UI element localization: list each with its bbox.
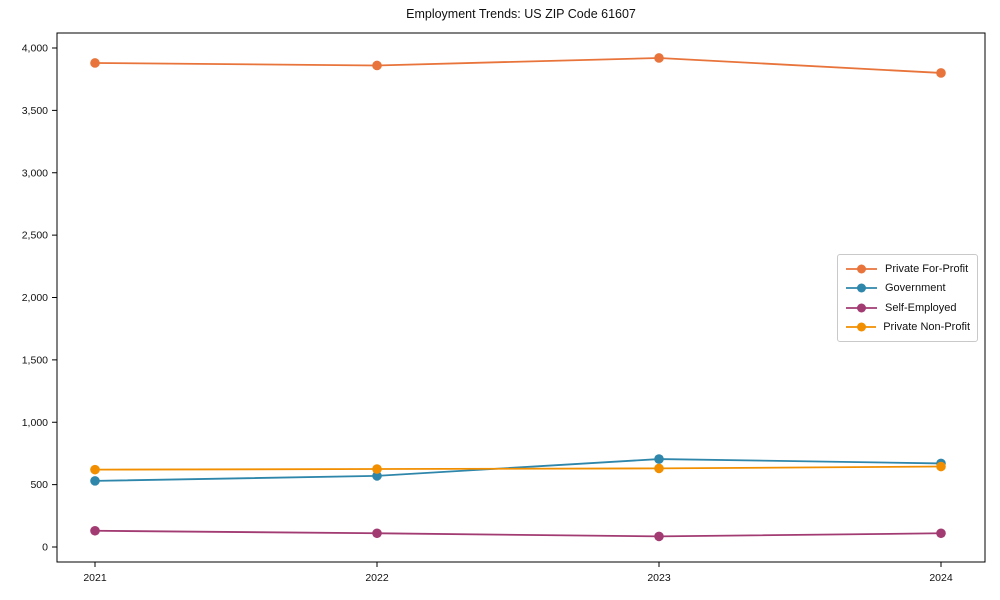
y-axis-tick-label: 0 xyxy=(42,542,48,554)
chart-title: Employment Trends: US ZIP Code 61607 xyxy=(406,7,636,21)
data-point-private-non-profit xyxy=(654,463,664,474)
data-point-self-employed xyxy=(936,528,946,539)
y-axis-tick-label: 2,000 xyxy=(22,292,48,304)
legend-item-government: Government xyxy=(845,282,970,294)
series-line-government xyxy=(94,458,942,482)
data-point-self-employed xyxy=(372,528,382,539)
x-axis-tick-label: 2023 xyxy=(647,572,671,584)
data-point-government xyxy=(654,454,664,464)
y-axis-tick-label: 4,000 xyxy=(22,43,48,55)
x-axis-tick-label: 2022 xyxy=(365,572,389,584)
legend-label: Government xyxy=(885,282,946,295)
y-axis-tick-label: 500 xyxy=(30,479,48,491)
legend-label: Private For-Profit xyxy=(885,262,969,275)
y-axis-tick-label: 1,500 xyxy=(22,354,48,366)
legend-marker-self-employed xyxy=(846,303,877,313)
legend: Private For-Profit Government Self-Employe… xyxy=(837,254,978,342)
legend-item-self-employed: Self-Employed xyxy=(845,302,970,314)
series-line-self-employed xyxy=(94,529,942,538)
data-point-government xyxy=(372,471,382,481)
legend-marker-government xyxy=(846,283,877,293)
series-line-private-non-profit xyxy=(94,465,942,471)
data-point-government xyxy=(90,476,100,486)
y-axis-tick-label: 2,500 xyxy=(22,230,48,242)
y-axis-tick-label: 3,500 xyxy=(22,105,48,117)
data-point-private-non-profit xyxy=(90,464,100,475)
data-point-private-for-profit xyxy=(936,68,946,78)
legend-marker-private-for-profit xyxy=(846,264,877,274)
data-point-private-for-profit xyxy=(90,58,100,68)
legend-item-private-non-profit: Private Non-Profit xyxy=(845,321,970,333)
data-point-self-employed xyxy=(654,531,664,542)
data-point-private-for-profit xyxy=(372,60,382,71)
y-axis-tick-label: 3,000 xyxy=(22,167,48,179)
series-line-private-for-profit xyxy=(94,57,942,74)
legend-item-private-for-profit: Private For-Profit xyxy=(845,263,970,275)
legend-marker-private-non-profit xyxy=(846,322,877,332)
data-point-private-non-profit xyxy=(936,461,946,472)
x-axis-tick-label: 2021 xyxy=(83,572,107,584)
plot-frame xyxy=(56,32,986,563)
x-axis-tick-label: 2024 xyxy=(929,572,953,584)
legend-label: Self-Employed xyxy=(885,301,957,314)
y-axis-tick-label: 1,000 xyxy=(22,417,48,429)
legend-label: Private Non-Profit xyxy=(883,321,970,334)
data-point-private-non-profit xyxy=(372,464,382,474)
data-point-self-employed xyxy=(90,525,100,536)
data-point-private-for-profit xyxy=(654,53,664,63)
